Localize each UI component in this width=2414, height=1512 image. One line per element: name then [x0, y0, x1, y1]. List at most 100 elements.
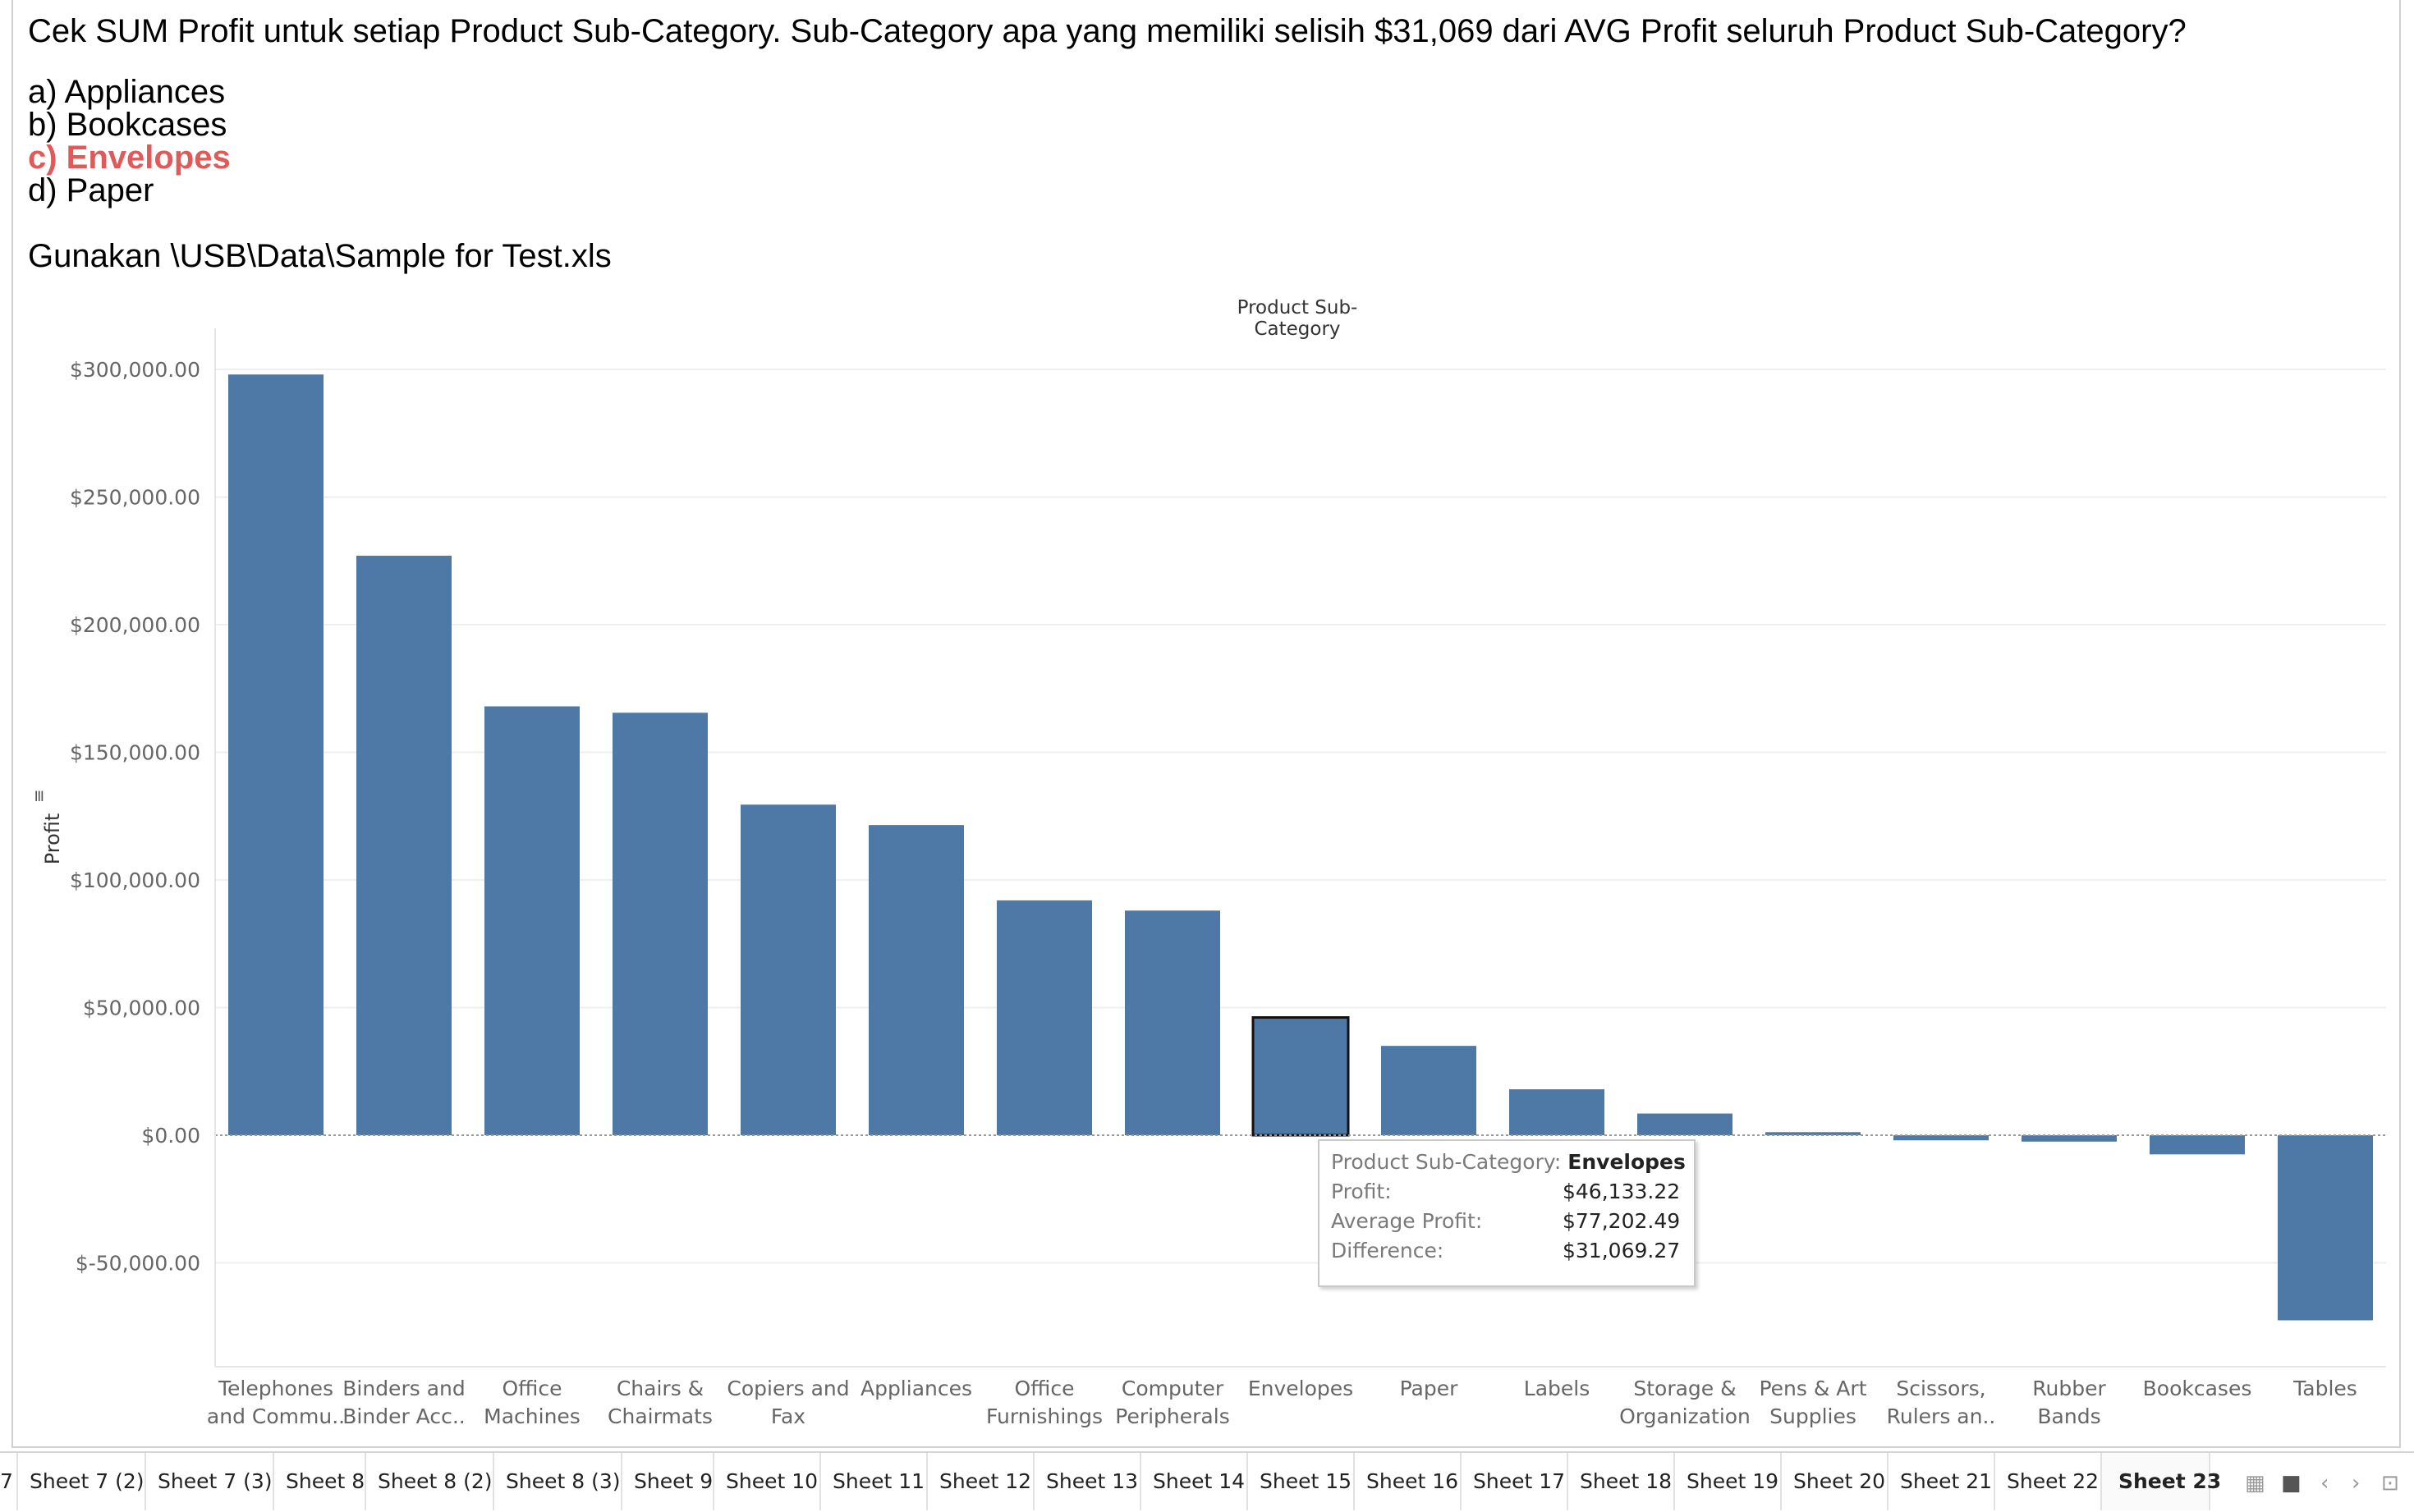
sheet-tab[interactable]: Sheet 21	[1889, 1453, 1995, 1510]
x-tick-label: Machines	[484, 1404, 581, 1428]
sort-icon: ≡	[29, 789, 48, 803]
worksheet-frame	[11, 0, 2401, 1448]
sheet-tab[interactable]: Sheet 7 (3)	[146, 1453, 274, 1510]
x-tick-label: Computer	[1122, 1377, 1224, 1400]
option-b: b) Bookcases	[28, 107, 227, 143]
sheet-tab[interactable]: Sheet 17	[1462, 1453, 1568, 1510]
sheet-tab[interactable]: Sheet 8 (3)	[494, 1453, 622, 1510]
x-tick-label: Tables	[2292, 1377, 2357, 1400]
column-header[interactable]: Product Sub-Category	[1237, 297, 1358, 340]
bar-chart: $-50,000.00 $0.00 $50,000.00 $100,000.00 $15…	[29, 328, 2386, 1428]
sheet-tab[interactable]: Sheet 16	[1355, 1453, 1462, 1510]
sheet-tab[interactable]: Sheet 12	[928, 1453, 1035, 1510]
instruction-text: Gunakan \USB\Data\Sample for Test.xls	[28, 238, 612, 274]
tooltip-label: Product Sub-Category:	[1331, 1150, 1562, 1174]
sheet-tab[interactable]: Sheet 11	[821, 1453, 928, 1510]
bar	[741, 804, 836, 1135]
y-tick-label: $300,000.00	[70, 358, 200, 382]
bar	[613, 712, 708, 1135]
sheet-tab[interactable]: Sheet 22	[1995, 1453, 2102, 1510]
x-tick-label: Bands	[2037, 1404, 2100, 1428]
bar	[2278, 1135, 2373, 1321]
option-a: a) Appliances	[28, 74, 226, 110]
scroll-right-icon[interactable]: ›	[2352, 1471, 2361, 1496]
scroll-left-icon[interactable]: ‹	[2320, 1471, 2329, 1496]
bar	[484, 706, 580, 1135]
tooltip-label: Average Profit:	[1331, 1209, 1483, 1233]
sheet-tab[interactable]: Sheet 19	[1675, 1453, 1782, 1510]
sheet-tab[interactable]: Sheet 10	[714, 1453, 821, 1510]
x-tick-label: Binders and	[342, 1377, 465, 1400]
x-tick-label: Labels	[1524, 1377, 1590, 1400]
x-tick-label: Appliances	[861, 1377, 972, 1400]
sheet-tab[interactable]: Sheet 20	[1782, 1453, 1889, 1510]
tooltip-row-average: Average Profit: $77,202.49	[1331, 1207, 1682, 1236]
filmstrip-icon[interactable]: ■	[2281, 1471, 2302, 1496]
sheet-tab[interactable]: Sheet 8 (2)	[366, 1453, 494, 1510]
option-d: d) Paper	[28, 172, 154, 208]
bar	[2022, 1135, 2117, 1142]
x-tick-label: Chairmats	[608, 1404, 713, 1428]
sheet-tab[interactable]: Sheet 13	[1035, 1453, 1141, 1510]
y-tick-label: $50,000.00	[83, 997, 200, 1020]
sheet-tab[interactable]: Sheet 7 (2)	[18, 1453, 146, 1510]
x-tick-label: Envelopes	[1248, 1377, 1353, 1400]
x-tick-label: Pens & Art	[1759, 1377, 1866, 1400]
sheet-tab-bar: 7 Sheet 7 (2) Sheet 7 (3) Sheet 8 Sheet …	[0, 1451, 2414, 1512]
x-tick-label: Office	[503, 1377, 562, 1400]
tooltip-row-subcategory: Product Sub-Category: Envelopes	[1331, 1148, 1686, 1177]
y-tick-label: $150,000.00	[70, 741, 200, 765]
bar	[1509, 1089, 1604, 1135]
y-axis-title: Profit	[41, 813, 64, 865]
sheet-tab[interactable]: Sheet 9	[622, 1453, 714, 1510]
x-tick-label: Supplies	[1769, 1404, 1856, 1428]
x-tick-label: Peripherals	[1115, 1404, 1229, 1428]
x-tick-label: Storage &	[1633, 1377, 1736, 1400]
question-text: Cek SUM Profit untuk setiap Product Sub-…	[28, 13, 2187, 49]
x-tick-label: and Commu..	[207, 1404, 345, 1428]
y-tick-label: $0.00	[141, 1124, 200, 1148]
x-tick-label: Paper	[1400, 1377, 1459, 1400]
x-tick-label: Rubber	[2032, 1377, 2106, 1400]
x-tick-label: Fax	[771, 1404, 805, 1428]
sheet-tab[interactable]: Sheet 15	[1248, 1453, 1355, 1510]
x-tick-label: Furnishings	[986, 1404, 1103, 1428]
x-tick-label: Bookcases	[2143, 1377, 2252, 1400]
x-tick-label: Binder Acc..	[342, 1404, 465, 1428]
x-tick-label: Telephones	[218, 1377, 333, 1400]
sheet-tab[interactable]: 7	[0, 1453, 18, 1510]
tooltip-value: Envelopes	[1567, 1150, 1686, 1174]
tooltip-row-difference: Difference: $31,069.27	[1331, 1236, 1682, 1266]
bar	[1251, 1016, 1350, 1137]
option-c-correct: c) Envelopes	[28, 140, 231, 176]
bar	[1893, 1135, 1989, 1141]
presentation-icon[interactable]: ⊡	[2381, 1471, 2399, 1496]
bar	[869, 825, 964, 1135]
sheet-tab[interactable]: Sheet 18	[1568, 1453, 1675, 1510]
x-tick-label: Copiers and	[727, 1377, 849, 1400]
tooltip-row-profit: Profit: $46,133.22	[1331, 1177, 1682, 1207]
x-tick-label: Office	[1015, 1377, 1075, 1400]
sheet-tab[interactable]: Sheet 14	[1141, 1453, 1248, 1510]
sheet-sorter-icon[interactable]: ▦	[2245, 1471, 2265, 1496]
bar	[1637, 1113, 1732, 1135]
bar	[1381, 1046, 1476, 1135]
bar	[228, 374, 324, 1136]
y-tick-label: $-50,000.00	[76, 1252, 200, 1276]
bar	[997, 900, 1092, 1135]
tooltip-value: $31,069.27	[1563, 1239, 1681, 1262]
bar	[2150, 1135, 2245, 1155]
y-tick-label: $200,000.00	[70, 613, 200, 637]
sheet-tab[interactable]: Sheet 8	[274, 1453, 366, 1510]
bar	[356, 556, 452, 1135]
bar	[1765, 1132, 1861, 1135]
x-tick-label: Rulers an..	[1887, 1404, 1996, 1428]
x-tick-label: Organization	[1619, 1404, 1751, 1428]
y-tick-label: $100,000.00	[70, 868, 200, 892]
tooltip-label: Difference:	[1331, 1239, 1444, 1262]
tooltip-label: Profit:	[1331, 1180, 1392, 1203]
tooltip-value: $46,133.22	[1563, 1180, 1681, 1203]
tooltip-value: $77,202.49	[1563, 1209, 1681, 1233]
tooltip: Product Sub-Category: Envelopes Profit: …	[1318, 1139, 1696, 1287]
sheet-tab-active[interactable]: Sheet 23	[2102, 1453, 2221, 1510]
